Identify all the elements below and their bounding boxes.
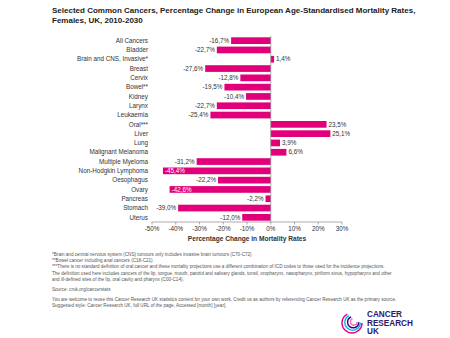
x-axis-title: Percentage Change in Mortality Rates xyxy=(188,235,307,243)
category-label: Ovary xyxy=(131,186,149,194)
x-tick-label: 30% xyxy=(336,225,349,232)
data-label: -2,2% xyxy=(247,195,264,202)
data-label: 23,5% xyxy=(329,121,347,128)
footnote: **Bowel cancer including anal cancers (C… xyxy=(52,258,153,263)
bar xyxy=(246,93,271,100)
data-label: -31,2% xyxy=(175,158,195,165)
data-label: -22,7% xyxy=(195,46,215,53)
data-label: -10,4% xyxy=(224,93,244,100)
bar xyxy=(170,186,271,193)
data-label: -42,6% xyxy=(172,186,192,193)
bar xyxy=(178,205,271,212)
source: Source: cruk.org/cancerstats xyxy=(52,287,111,292)
zero-line xyxy=(270,36,271,222)
category-label: Brain and CNS, Invasive* xyxy=(77,55,149,62)
footnote: The definition used here includes cancer… xyxy=(52,271,392,276)
x-tick-label: 10% xyxy=(288,225,301,232)
bar xyxy=(217,47,271,54)
category-label: Liver xyxy=(134,130,148,137)
category-label: Leukaemia xyxy=(117,111,148,118)
x-tick-label: 20% xyxy=(312,225,325,232)
data-label: -25,4% xyxy=(188,111,208,118)
bar xyxy=(242,214,271,221)
footnote: and ill-defined sites of the lip, oral c… xyxy=(52,277,184,282)
bar xyxy=(210,112,270,119)
credit: Suggested style: Cancer Research UK, ful… xyxy=(52,303,226,308)
bar xyxy=(224,84,270,91)
logo-ring xyxy=(345,315,361,331)
data-label: -22,2% xyxy=(196,176,216,183)
category-label: Oral*** xyxy=(129,121,149,128)
data-label: -19,5% xyxy=(202,83,222,90)
category-label: Kidney xyxy=(129,93,149,101)
category-label: Uterus xyxy=(129,214,148,221)
category-label: Larynx xyxy=(129,102,149,110)
category-label: Breast xyxy=(130,65,148,72)
data-label: 6,6% xyxy=(288,148,303,155)
data-label: -27,6% xyxy=(183,65,203,72)
logo-ring xyxy=(350,318,357,325)
category-label: Non-Hodgkin Lymphoma xyxy=(79,167,149,175)
data-label: 3,9% xyxy=(282,139,297,146)
data-label: -12,0% xyxy=(220,214,240,221)
category-label: Cervix xyxy=(130,74,149,81)
logo-ring xyxy=(342,313,362,333)
logo-ring xyxy=(348,317,359,328)
title: Selected Common Cancers, Percentage Chan… xyxy=(52,6,415,15)
x-tick-label: 0% xyxy=(266,225,276,232)
chart-root: Selected Common Cancers, Percentage Chan… xyxy=(0,0,450,338)
bar xyxy=(271,121,327,128)
data-label: -22,7% xyxy=(195,102,215,109)
title: Females, UK, 2010-2030 xyxy=(52,16,143,25)
bar xyxy=(271,149,287,156)
credit: You are welcome to reuse this Cancer Res… xyxy=(52,297,396,302)
bar xyxy=(197,158,271,165)
bar xyxy=(217,102,271,109)
category-label: Stomach xyxy=(123,204,148,211)
bar xyxy=(231,37,271,44)
bar xyxy=(271,56,274,63)
data-label: -45,4% xyxy=(165,167,185,174)
bar xyxy=(205,65,271,72)
data-label: 1,4% xyxy=(276,55,291,62)
x-tick-label: -40% xyxy=(168,225,183,232)
footnote: ***There is no standard definition of or… xyxy=(52,264,385,269)
category-label: Bowel** xyxy=(126,83,149,90)
bar xyxy=(266,195,271,202)
category-label: Bladder xyxy=(126,46,148,53)
bar xyxy=(271,140,280,147)
category-label: All Cancers xyxy=(116,37,148,44)
data-label: -16,7% xyxy=(209,37,229,44)
category-label: Malignant Melanoma xyxy=(90,148,149,156)
data-label: 25,1% xyxy=(332,130,350,137)
bars xyxy=(163,37,330,220)
x-tick-label: -50% xyxy=(145,225,160,232)
bar xyxy=(240,75,270,82)
category-label: Lung xyxy=(134,139,149,147)
x-tick-label: -30% xyxy=(192,225,207,232)
category-label: Multiple Myeloma xyxy=(99,158,148,166)
logo-text: UK xyxy=(367,327,379,336)
bar xyxy=(271,130,331,137)
data-label: -12,8% xyxy=(218,74,238,81)
category-label: Oesophagus xyxy=(112,176,148,184)
data-label: -39,0% xyxy=(156,204,176,211)
x-tick-label: -20% xyxy=(216,225,231,232)
x-tick-label: -10% xyxy=(240,225,255,232)
category-label: Pancreas xyxy=(121,195,148,202)
bar xyxy=(218,177,271,184)
footnote: *Brain and central nervous system (CNS) … xyxy=(52,252,252,257)
bar xyxy=(163,168,271,175)
